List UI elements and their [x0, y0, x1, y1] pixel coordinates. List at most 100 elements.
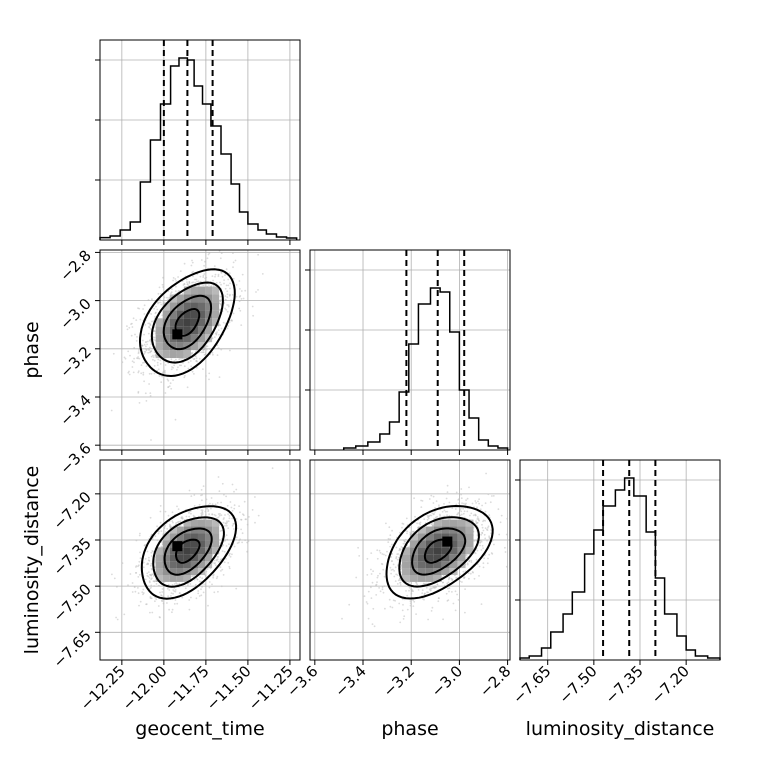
density-cell-1 — [205, 540, 213, 548]
pair-panel-geocent_time-luminosity_distance — [99, 459, 301, 661]
density-cell-0 — [197, 334, 206, 343]
density-cell-2 — [449, 519, 458, 527]
xtick-label-phase-3: −3.0 — [428, 662, 466, 700]
density-cell-2 — [409, 561, 418, 569]
density-cell-2 — [401, 561, 410, 569]
density-cell-2 — [449, 533, 458, 541]
density-cell-0 — [190, 310, 198, 319]
frame-phase — [309, 249, 511, 451]
density-cell-1 — [162, 554, 170, 562]
xtick-label-luminosity_distance-1: −7.50 — [555, 662, 600, 707]
density-cell-0 — [169, 350, 177, 359]
ylabel-luminosity_distance: luminosity_distance — [21, 466, 43, 655]
density-cell-2 — [401, 575, 410, 582]
density-cell-1 — [190, 554, 198, 562]
density-cell-1 — [169, 526, 177, 534]
density-cell-1 — [176, 533, 184, 541]
density-cell-1 — [176, 526, 184, 534]
density-cell-1 — [155, 561, 163, 569]
xlabel-luminosity_distance: luminosity_distance — [526, 718, 715, 740]
ytick-label-luminosity_distance-2: −7.35 — [50, 534, 95, 579]
density-cell-1 — [205, 554, 213, 562]
density-cell-0 — [183, 334, 191, 343]
ytick-label-phase-3: −3.0 — [56, 295, 94, 333]
density-cell-1 — [197, 561, 206, 569]
density-cell-0 — [205, 310, 213, 319]
density-cell-0 — [197, 286, 206, 295]
density-cell-2 — [441, 568, 450, 575]
density-cell-2 — [425, 575, 434, 582]
density-cell-1 — [190, 561, 198, 569]
density-cell-2 — [433, 554, 442, 562]
density-cell-2 — [457, 519, 466, 527]
density-cell-0 — [190, 294, 198, 303]
ytick-label-luminosity_distance-0: −7.65 — [50, 626, 95, 671]
ylabel-phase: phase — [21, 321, 43, 378]
histogram-phase — [342, 287, 509, 450]
density-cell-2 — [449, 561, 458, 569]
frame-pair-0 — [99, 249, 301, 451]
density-cell-0 — [190, 318, 198, 327]
density-cell-0 — [197, 294, 206, 303]
ytick-label-luminosity_distance-3: −7.20 — [50, 488, 95, 533]
density-cell-0 — [212, 302, 220, 311]
density-cell-0 — [212, 294, 220, 303]
density-cell-0 — [162, 342, 170, 351]
density-cell-0 — [183, 302, 191, 311]
density-cell-0 — [176, 294, 184, 303]
xtick-label-geocent_time-0: −12.25 — [77, 662, 129, 714]
density-cell-0 — [197, 342, 206, 351]
density-cell-2 — [449, 554, 458, 562]
contour-1-3 — [140, 505, 238, 600]
density-cell-0 — [205, 286, 213, 295]
density-cell-1 — [212, 540, 220, 548]
density-cell-2 — [417, 554, 426, 562]
density-cell-2 — [409, 575, 418, 582]
density-cell-0 — [205, 302, 213, 311]
density-cell-2 — [417, 540, 426, 548]
density-cell-1 — [169, 533, 177, 541]
density-cell-1 — [155, 568, 163, 575]
density-peak-0 — [172, 329, 183, 340]
density-cell-2 — [417, 561, 426, 569]
density-cell-0 — [155, 326, 163, 335]
density-cell-2 — [441, 519, 450, 527]
density-cell-1 — [162, 575, 170, 582]
density-cell-1 — [162, 568, 170, 575]
contour-2-0 — [423, 538, 453, 564]
density-cell-2 — [433, 519, 442, 527]
density-cell-2 — [457, 554, 466, 562]
frame-geocent_time — [99, 39, 301, 241]
density-cell-2 — [417, 533, 426, 541]
density-cell-1 — [176, 575, 184, 582]
hist-panel-luminosity_distance — [515, 459, 721, 661]
contour-0-0 — [174, 307, 201, 337]
density-cell-1 — [190, 519, 198, 527]
density-cell-2 — [465, 526, 474, 534]
density-cell-1 — [169, 561, 177, 569]
xtick-label-geocent_time-2: −11.75 — [161, 662, 213, 714]
ytick-label-phase-1: −3.4 — [56, 391, 94, 429]
density-cell-0 — [155, 318, 163, 327]
density-cell-1 — [197, 519, 206, 527]
density-cell-0 — [197, 318, 206, 327]
density-cell-2 — [417, 526, 426, 534]
hist-panel-geocent_time — [95, 39, 301, 241]
density-cell-1 — [176, 554, 184, 562]
density-cell-0 — [183, 350, 191, 359]
contour-0-2 — [150, 281, 224, 364]
density-cell-0 — [183, 294, 191, 303]
density-cell-0 — [169, 302, 177, 311]
ytick-label-luminosity_distance-1: −7.50 — [50, 580, 95, 625]
density-cell-0 — [155, 334, 163, 343]
density-cell-1 — [212, 519, 220, 527]
density-cell-0 — [197, 310, 206, 319]
xlabel-geocent_time: geocent_time — [135, 718, 264, 740]
xlabel-phase: phase — [381, 718, 438, 740]
xtick-label-geocent_time-3: −11.50 — [203, 662, 255, 714]
density-cell-0 — [190, 334, 198, 343]
density-cell-2 — [401, 554, 410, 562]
density-cell-0 — [190, 286, 198, 295]
frame-pair-2 — [309, 459, 511, 661]
